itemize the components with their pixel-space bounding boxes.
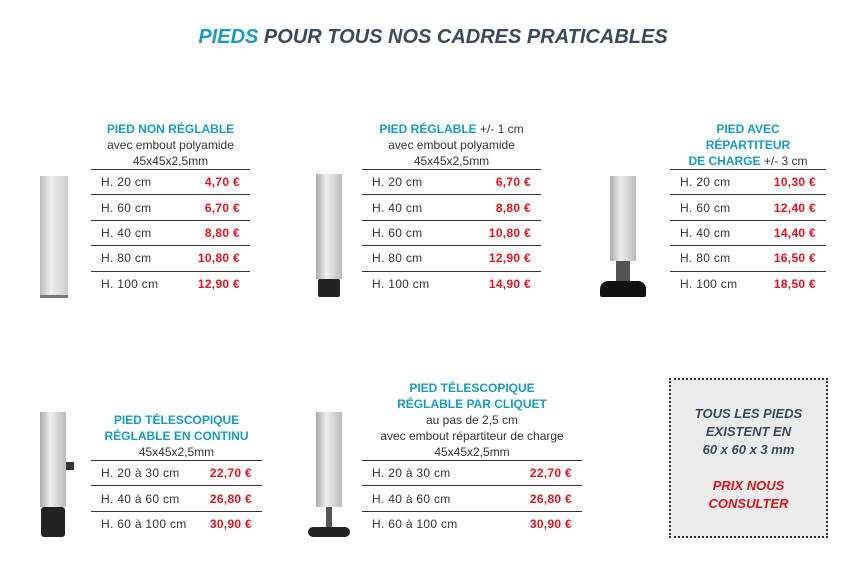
- height-label: H. 80 cm: [362, 245, 462, 272]
- price-table: H. 20 cm 10,30 € H. 60 cm 12,40 € H. 40 cm…: [670, 168, 826, 297]
- price: 14,90 €: [461, 270, 541, 297]
- table-row: H. 40 cm 14,40 €: [670, 219, 826, 246]
- price: 26,80 €: [500, 485, 582, 512]
- price-table: H. 20 cm 6,70 € H. 40 cm 8,80 € H. 60 cm 10…: [362, 168, 541, 297]
- height-label: H. 20 à 30 cm: [91, 459, 199, 486]
- table-row: H. 20 cm 6,70 €: [362, 168, 541, 195]
- price: 12,40 €: [756, 194, 826, 221]
- price: 22,70 €: [198, 459, 262, 486]
- height-label: H. 60 cm: [362, 219, 462, 246]
- table-row: H. 60 cm 10,80 €: [362, 219, 541, 246]
- height-label: H. 80 cm: [91, 245, 180, 272]
- price: 12,90 €: [461, 245, 541, 272]
- price: 6,70 €: [179, 194, 250, 221]
- price: 14,40 €: [756, 219, 826, 246]
- price: 16,50 €: [756, 245, 826, 272]
- height-label: H. 40 à 60 cm: [362, 485, 501, 512]
- price: 30,90 €: [198, 510, 262, 537]
- height-label: H. 100 cm: [91, 270, 180, 297]
- height-label: H. 20 à 30 cm: [362, 459, 501, 486]
- height-label: H. 20 cm: [91, 168, 180, 195]
- leg-image-adjustable: [316, 174, 342, 297]
- height-label: H. 100 cm: [362, 270, 462, 297]
- price-table: H. 20 à 30 cm 22,70 € H. 40 à 60 cm 26,80 …: [91, 459, 262, 537]
- price: 30,90 €: [500, 510, 582, 537]
- price: 10,80 €: [461, 219, 541, 246]
- price-table: H. 20 cm 4,70 € H. 60 cm 6,70 € H. 40 cm 8,…: [91, 168, 250, 297]
- price: 18,50 €: [756, 270, 826, 297]
- table-row: H. 40 cm 8,80 €: [91, 219, 250, 246]
- price: 22,70 €: [500, 459, 582, 486]
- height-label: H. 40 cm: [91, 219, 180, 246]
- table-row: H. 100 cm 14,90 €: [362, 270, 541, 297]
- table-row: H. 60 à 100 cm 30,90 €: [362, 510, 582, 537]
- table-row: H. 20 cm 4,70 €: [91, 168, 250, 195]
- product-adjustable-leg: PIED RÉGLABLE +/- 1 cm avec embout polyam…: [362, 121, 541, 297]
- height-label: H. 80 cm: [670, 245, 757, 272]
- product-load-spreader-leg: PIED AVEC RÉPARTITEUR DE CHARGE +/- 3 cm H…: [670, 121, 826, 297]
- table-row: H. 20 à 30 cm 22,70 €: [91, 459, 262, 486]
- table-row: H. 40 à 60 cm 26,80 €: [91, 485, 262, 512]
- height-label: H. 100 cm: [670, 270, 757, 297]
- price: 8,80 €: [179, 219, 250, 246]
- height-label: H. 60 cm: [91, 194, 180, 221]
- price: 4,70 €: [179, 168, 250, 195]
- product-telescopic-continuous: PIED TÉLESCOPIQUE RÉGLABLE EN CONTINU 45x4…: [91, 412, 262, 537]
- table-row: H. 100 cm 12,90 €: [91, 270, 250, 297]
- leg-image-fixed: [40, 176, 68, 298]
- table-row: H. 20 cm 10,30 €: [670, 168, 826, 195]
- height-label: H. 60 cm: [670, 194, 757, 221]
- height-label: H. 60 à 100 cm: [362, 510, 501, 537]
- height-label: H. 60 à 100 cm: [91, 510, 199, 537]
- height-label: H. 40 cm: [362, 194, 462, 221]
- product-fixed-leg: PIED NON RÉGLABLE avec embout polyamide 45…: [91, 121, 250, 297]
- table-row: H. 80 cm 16,50 €: [670, 245, 826, 272]
- table-row: H. 40 cm 8,80 €: [362, 194, 541, 221]
- table-row: H. 60 à 100 cm 30,90 €: [91, 510, 262, 537]
- price: 8,80 €: [461, 194, 541, 221]
- height-label: H. 40 cm: [670, 219, 757, 246]
- table-row: H. 80 cm 10,80 €: [91, 245, 250, 272]
- leg-image-telescopic: [40, 412, 74, 537]
- page-title: PIEDS POUR TOUS NOS CADRES PRATICABLES: [198, 26, 668, 48]
- price-table: H. 20 à 30 cm 22,70 € H. 40 à 60 cm 26,80 …: [362, 459, 582, 537]
- price: 26,80 €: [198, 485, 262, 512]
- table-row: H. 40 à 60 cm 26,80 €: [362, 485, 582, 512]
- price: 10,80 €: [179, 245, 250, 272]
- product-telescopic-ratchet: PIED TÉLESCOPIQUE RÉGLABLE PAR CLIQUET au …: [362, 380, 582, 537]
- info-box: TOUS LES PIEDS EXISTENT EN 60 x 60 x 3 mm …: [669, 378, 828, 538]
- table-row: H. 60 cm 12,40 €: [670, 194, 826, 221]
- height-label: H. 20 cm: [362, 168, 462, 195]
- leg-image-ratchet: [308, 412, 350, 537]
- table-row: H. 100 cm 18,50 €: [670, 270, 826, 297]
- height-label: H. 40 à 60 cm: [91, 485, 199, 512]
- price: 10,30 €: [756, 168, 826, 195]
- leg-image-load-spreader: [600, 176, 646, 297]
- height-label: H. 20 cm: [670, 168, 757, 195]
- price: 12,90 €: [179, 270, 250, 297]
- table-row: H. 20 à 30 cm 22,70 €: [362, 459, 582, 486]
- price: 6,70 €: [461, 168, 541, 195]
- table-row: H. 80 cm 12,90 €: [362, 245, 541, 272]
- table-row: H. 60 cm 6,70 €: [91, 194, 250, 221]
